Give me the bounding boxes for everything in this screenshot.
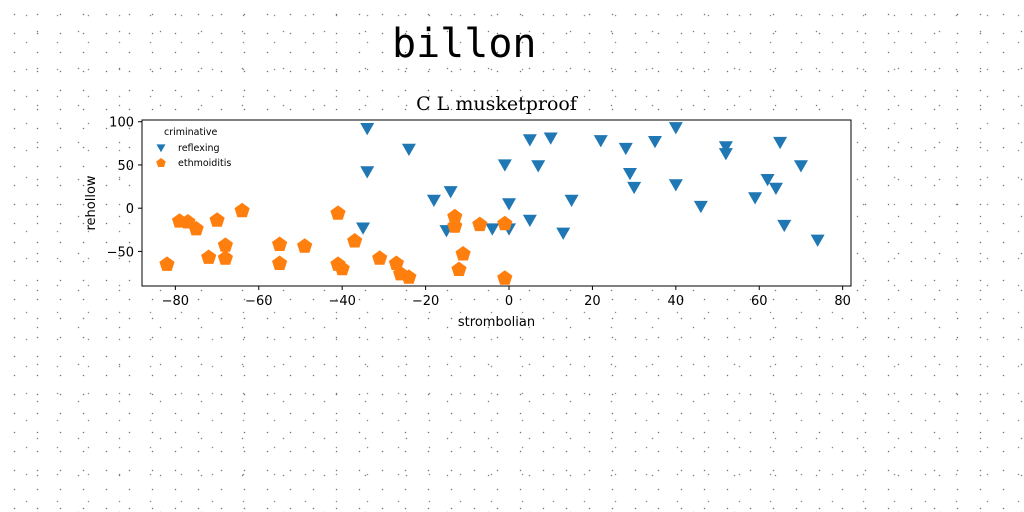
data-point-reflexing — [693, 200, 708, 214]
x-axis-label: strombolian — [458, 315, 535, 330]
data-point-reflexing — [793, 160, 808, 173]
data-point-reflexing — [531, 160, 546, 173]
data-point-reflexing — [593, 135, 608, 148]
legend-label: ethmoiditis — [178, 158, 231, 169]
y-tick-label: 0 — [126, 202, 134, 217]
data-point-ethmoiditis — [201, 249, 217, 264]
data-point-reflexing — [777, 219, 792, 233]
x-tick-label: 0 — [505, 294, 513, 309]
data-point-ethmoiditis — [447, 218, 463, 233]
data-point-reflexing — [668, 122, 683, 135]
data-point-ethmoiditis — [401, 269, 417, 284]
data-point-reflexing — [360, 123, 375, 136]
data-point-reflexing — [773, 136, 788, 150]
data-point-ethmoiditis — [451, 261, 467, 276]
data-point-reflexing — [622, 168, 637, 181]
data-points — [159, 122, 825, 285]
x-tick-label: −60 — [245, 294, 272, 309]
data-point-ethmoiditis — [472, 216, 488, 232]
data-point-reflexing — [543, 132, 558, 145]
data-point-ethmoiditis — [497, 215, 513, 231]
data-point-reflexing — [668, 179, 683, 192]
plot-area — [141, 119, 852, 287]
page-title: billon — [392, 21, 537, 67]
data-point-reflexing — [810, 234, 825, 247]
legend-title: criminative — [164, 127, 217, 138]
x-tick-label: −20 — [412, 294, 439, 309]
data-point-ethmoiditis — [372, 250, 388, 265]
legend-marker-reflexing — [156, 144, 166, 153]
data-point-reflexing — [647, 136, 662, 149]
data-point-ethmoiditis — [188, 220, 204, 236]
data-point-ethmoiditis — [272, 255, 288, 270]
data-point-ethmoiditis — [297, 238, 313, 253]
legend: criminative reflexing ethmoiditis — [156, 127, 231, 169]
data-point-reflexing — [748, 192, 763, 205]
data-point-reflexing — [356, 222, 371, 235]
legend-marker-ethmoiditis — [156, 158, 166, 167]
data-point-ethmoiditis — [209, 212, 225, 227]
data-point-ethmoiditis — [447, 208, 463, 224]
data-point-reflexing — [618, 142, 633, 156]
data-point-ethmoiditis — [330, 205, 346, 220]
y-tick-label: 50 — [117, 159, 134, 174]
y-tick-label: −50 — [107, 245, 134, 260]
data-point-ethmoiditis — [159, 256, 175, 271]
x-tick-label: 40 — [668, 294, 685, 309]
x-tick-label: 20 — [584, 294, 601, 309]
data-point-reflexing — [768, 182, 783, 195]
data-point-ethmoiditis — [347, 233, 363, 248]
x-tick-label: −80 — [162, 294, 189, 309]
legend-label: reflexing — [178, 143, 220, 154]
data-point-ethmoiditis — [217, 250, 233, 265]
data-point-reflexing — [522, 214, 537, 227]
data-point-reflexing — [360, 166, 375, 179]
y-tick-label: 100 — [109, 116, 134, 131]
data-point-reflexing — [502, 198, 517, 211]
x-axis: −80 −60 −40 −20 0 20 40 60 80 — [162, 286, 851, 309]
data-point-reflexing — [760, 174, 775, 187]
data-point-reflexing — [718, 141, 733, 154]
data-point-reflexing — [718, 148, 733, 161]
data-point-reflexing — [401, 143, 416, 157]
x-tick-label: 60 — [751, 294, 768, 309]
data-point-reflexing — [497, 159, 512, 172]
data-point-ethmoiditis — [497, 270, 513, 285]
data-point-reflexing — [627, 181, 642, 195]
data-point-reflexing — [426, 194, 441, 208]
data-point-reflexing — [443, 186, 458, 199]
x-tick-label: −40 — [328, 294, 355, 309]
y-axis-label: rehollow — [84, 175, 99, 230]
data-point-ethmoiditis — [334, 260, 350, 276]
data-point-ethmoiditis — [217, 237, 233, 252]
data-point-ethmoiditis — [455, 246, 471, 261]
data-point-reflexing — [522, 134, 537, 147]
data-point-reflexing — [556, 227, 571, 240]
x-tick-label: 80 — [834, 294, 851, 309]
data-point-ethmoiditis — [234, 202, 250, 218]
data-point-reflexing — [485, 223, 500, 236]
data-point-reflexing — [564, 194, 579, 208]
y-axis: 100 50 0 −50 — [107, 116, 142, 260]
data-point-ethmoiditis — [272, 236, 288, 251]
chart-title: C L musketproof — [416, 93, 579, 115]
